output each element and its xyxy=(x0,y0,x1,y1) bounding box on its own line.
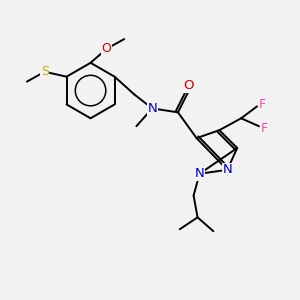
Text: F: F xyxy=(260,122,268,135)
Text: N: N xyxy=(195,167,204,180)
Text: N: N xyxy=(147,102,157,115)
Text: S: S xyxy=(41,65,49,78)
Text: O: O xyxy=(184,79,194,92)
Text: O: O xyxy=(101,42,111,56)
Text: F: F xyxy=(258,98,266,111)
Text: N: N xyxy=(222,163,232,176)
